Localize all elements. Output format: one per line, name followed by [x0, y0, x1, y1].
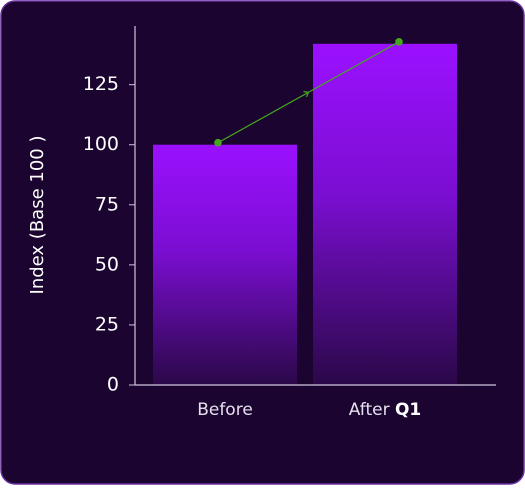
- bar: [313, 43, 457, 386]
- y-tick-label: 100: [83, 133, 119, 155]
- bar: [153, 144, 297, 385]
- y-tick-label: 50: [95, 253, 119, 275]
- connector-dot: [395, 38, 403, 46]
- y-axis-label: Index (Base 100 ): [27, 136, 48, 295]
- y-tick-label: 0: [107, 374, 119, 396]
- y-tick-label: 125: [83, 73, 119, 95]
- x-tick-label: After Q1: [349, 400, 422, 420]
- y-tick-label: 25: [95, 313, 119, 335]
- y-tick-label: 75: [95, 193, 119, 215]
- x-tick-label: Before: [197, 400, 253, 420]
- connector-dot: [214, 138, 222, 147]
- connector-arrow: [303, 91, 310, 98]
